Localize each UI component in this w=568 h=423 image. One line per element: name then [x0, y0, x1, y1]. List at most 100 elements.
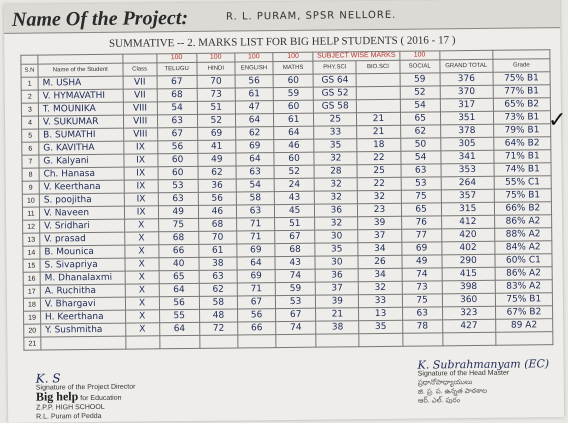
cell-social: 77	[401, 228, 442, 243]
cell-grand-total: 290	[441, 254, 495, 268]
cell-english: 67	[237, 295, 276, 309]
cell-social: 52	[399, 85, 441, 100]
cell-social: 65	[400, 202, 442, 217]
col-biosci: BIO.SCI	[356, 60, 400, 74]
cell-maths: 60	[273, 74, 314, 88]
cell-maths: 68	[274, 243, 316, 257]
cell-hindi: 56	[198, 191, 237, 206]
cell-grand-total	[442, 332, 496, 346]
cell-maths: 60	[273, 100, 314, 114]
cell-sn: 19	[23, 311, 41, 325]
cell-grade: 86% A2	[494, 266, 553, 281]
cell-telugu: 67	[156, 75, 197, 89]
cell-name: T. MOUNIKA	[38, 102, 124, 117]
cell-sn: 21	[23, 337, 41, 351]
cell-maths: 46	[273, 139, 315, 153]
cell-physci: 25	[313, 112, 358, 127]
cell-maths: 64	[273, 126, 315, 140]
cell-grade: 86% A2	[494, 214, 552, 229]
cell-grand-total: 351	[440, 111, 494, 125]
cell-sn: 9	[22, 181, 40, 195]
cell-maths: 52	[274, 165, 315, 179]
col-physci: PHY.SCI	[313, 60, 357, 75]
cell-grade	[495, 331, 553, 346]
cell-grand-total: 341	[440, 150, 494, 164]
cell-physci: GS 58	[313, 99, 357, 114]
cell-grand-total: 360	[442, 293, 496, 307]
cell-telugu: 66	[158, 244, 199, 258]
cell-sn: 1	[21, 77, 39, 91]
col-telugu: TELUGU	[156, 62, 197, 76]
cell-telugu	[159, 335, 200, 349]
cell-class: VIII	[123, 101, 158, 116]
cell-hindi: 38	[198, 256, 238, 271]
cell-sn: 10	[22, 194, 40, 208]
cell-sn: 14	[22, 246, 40, 260]
cell-grand-total: 412	[441, 215, 495, 229]
cell-grade: 75% B1	[495, 292, 553, 307]
cell-biosci: 22	[357, 151, 401, 165]
cell-class: X	[124, 218, 159, 233]
cell-sn: 12	[22, 220, 40, 234]
cell-hindi: 61	[198, 243, 237, 258]
cell-name: B. Mounica	[39, 245, 125, 260]
cell-biosci	[356, 86, 400, 100]
cell-name: V. Naveen	[39, 206, 125, 221]
cell-english: 61	[235, 87, 274, 102]
cell-sn: 17	[23, 285, 41, 299]
cell-grade: 64% B2	[493, 136, 551, 151]
cell-sn: 5	[21, 129, 39, 143]
cell-english: 62	[235, 126, 274, 141]
cell-grand-total: 398	[442, 280, 496, 294]
cell-name: V. prasad	[39, 232, 125, 247]
cell-class: VIII	[123, 114, 158, 129]
cell-class: X	[124, 231, 159, 246]
big-help-logo: Big help	[35, 389, 79, 404]
cell-hindi: 70	[198, 230, 237, 245]
cell-grand-total: 370	[439, 85, 494, 99]
cell-telugu: 55	[159, 309, 200, 323]
cell-telugu: 64	[158, 283, 200, 297]
cell-grade: 79% B1	[493, 123, 551, 138]
cell-hindi: 62	[199, 282, 238, 297]
cell-social: 50	[400, 137, 441, 152]
col-english: ENGLISH	[234, 61, 274, 76]
cell-grand-total: 305	[440, 137, 494, 151]
cell-telugu: 49	[157, 205, 199, 219]
col-grand-total: GRAND TOTAL	[439, 59, 493, 73]
cell-maths: 43	[275, 256, 316, 270]
cell-english: 71	[236, 230, 275, 244]
col-social: SOCIAL	[399, 59, 440, 74]
cell-biosci: 35	[359, 320, 403, 334]
cell-telugu: 68	[156, 88, 198, 102]
cell-physci: 28	[314, 164, 358, 179]
cell-physci: 32	[314, 177, 358, 192]
col-class: Class	[122, 62, 157, 77]
cell-physci: 30	[314, 229, 359, 244]
cell-social: 74	[401, 267, 443, 282]
cell-class: VIII	[123, 127, 158, 142]
cell-telugu: 75	[158, 218, 199, 232]
cell-hindi: 36	[197, 179, 237, 193]
cell-sn: 6	[21, 142, 39, 156]
cell-biosci: 32	[358, 281, 402, 295]
cell-name: G. Kalyani	[38, 154, 124, 169]
cell-biosci: 25	[357, 164, 401, 178]
cell-maths: 53	[275, 295, 316, 309]
cell-english: 71	[237, 282, 276, 296]
cell-social: 63	[400, 163, 441, 178]
cell-telugu: 40	[158, 257, 199, 271]
cell-english: 56	[237, 308, 276, 322]
cell-hindi: 63	[198, 269, 238, 284]
cell-biosci: 18	[357, 138, 401, 152]
cell-physci: GS 52	[313, 86, 357, 101]
cell-maths: 24	[274, 178, 315, 192]
cell-name: V. Bhargavi	[40, 297, 126, 312]
cell-physci: 35	[315, 242, 359, 257]
cell-name: A. Ruchitha	[40, 284, 126, 299]
cell-maths: 59	[275, 282, 316, 296]
cell-name: S. Sivapriya	[39, 258, 125, 273]
cell-sn: 2	[21, 90, 39, 104]
cell-name	[40, 336, 126, 351]
cell-social: 69	[401, 241, 442, 256]
